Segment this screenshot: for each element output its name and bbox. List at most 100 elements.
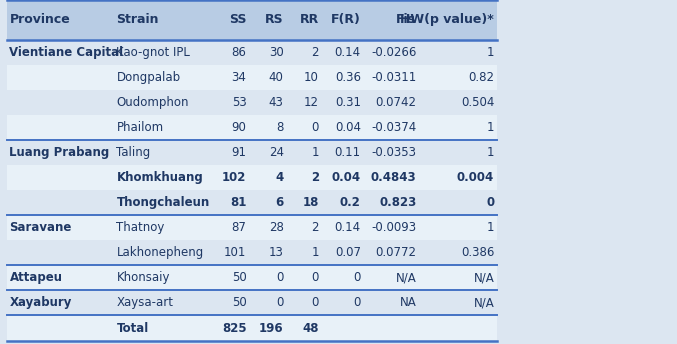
Text: 1: 1 bbox=[487, 121, 494, 134]
Text: 53: 53 bbox=[232, 96, 246, 109]
Bar bbox=[7, 0, 497, 40]
Bar bbox=[7, 290, 497, 315]
Text: -0.0093: -0.0093 bbox=[371, 221, 416, 234]
Text: 34: 34 bbox=[232, 71, 246, 84]
Text: 0.04: 0.04 bbox=[335, 121, 361, 134]
Text: 0: 0 bbox=[311, 121, 319, 134]
Text: Vientiane Capital: Vientiane Capital bbox=[9, 46, 124, 58]
Text: 48: 48 bbox=[303, 322, 319, 334]
Text: 0: 0 bbox=[353, 297, 361, 310]
Text: Oudomphon: Oudomphon bbox=[116, 96, 189, 109]
Text: 196: 196 bbox=[259, 322, 284, 334]
Text: 81: 81 bbox=[230, 196, 246, 209]
Text: 86: 86 bbox=[232, 46, 246, 58]
Text: 0.07: 0.07 bbox=[335, 246, 361, 259]
Text: F(R): F(R) bbox=[331, 13, 361, 26]
Text: Xayabury: Xayabury bbox=[9, 297, 72, 310]
Text: N/A: N/A bbox=[473, 271, 494, 284]
Text: 87: 87 bbox=[232, 221, 246, 234]
Text: 24: 24 bbox=[269, 146, 284, 159]
Bar bbox=[7, 140, 497, 165]
Text: 40: 40 bbox=[269, 71, 284, 84]
Text: Lakhonepheng: Lakhonepheng bbox=[116, 246, 204, 259]
Text: Fis: Fis bbox=[396, 13, 416, 26]
Text: 28: 28 bbox=[269, 221, 284, 234]
Text: 0.04: 0.04 bbox=[332, 171, 361, 184]
Text: Total: Total bbox=[116, 322, 149, 334]
Text: 0.14: 0.14 bbox=[334, 46, 361, 58]
Text: 0.4843: 0.4843 bbox=[371, 171, 416, 184]
Text: 1: 1 bbox=[487, 221, 494, 234]
Text: 6: 6 bbox=[276, 196, 284, 209]
Text: Province: Province bbox=[9, 13, 70, 26]
Text: 1: 1 bbox=[487, 146, 494, 159]
Text: 30: 30 bbox=[269, 46, 284, 58]
Text: Xaysa-art: Xaysa-art bbox=[116, 297, 173, 310]
Text: -0.0374: -0.0374 bbox=[371, 121, 416, 134]
Text: Taling: Taling bbox=[116, 146, 151, 159]
Text: Khonsaiy: Khonsaiy bbox=[116, 271, 170, 284]
Text: 0.82: 0.82 bbox=[468, 71, 494, 84]
Text: Dongpalab: Dongpalab bbox=[116, 71, 181, 84]
Text: 4: 4 bbox=[276, 171, 284, 184]
Bar bbox=[7, 265, 497, 290]
Text: 18: 18 bbox=[303, 196, 319, 209]
Text: 1: 1 bbox=[311, 146, 319, 159]
Text: N/A: N/A bbox=[473, 297, 494, 310]
Bar bbox=[7, 115, 497, 140]
Text: Thongchaleun: Thongchaleun bbox=[116, 196, 210, 209]
Text: Phailom: Phailom bbox=[116, 121, 164, 134]
Text: 50: 50 bbox=[232, 271, 246, 284]
Text: 102: 102 bbox=[222, 171, 246, 184]
Text: 1: 1 bbox=[311, 246, 319, 259]
Text: 0: 0 bbox=[311, 271, 319, 284]
Text: 50: 50 bbox=[232, 297, 246, 310]
Text: Thatnoy: Thatnoy bbox=[116, 221, 165, 234]
Text: 1: 1 bbox=[487, 46, 494, 58]
Bar bbox=[7, 90, 497, 115]
Text: 0.0742: 0.0742 bbox=[375, 96, 416, 109]
Text: 0.36: 0.36 bbox=[335, 71, 361, 84]
Text: RR: RR bbox=[300, 13, 319, 26]
Text: SS: SS bbox=[229, 13, 246, 26]
Text: Luang Prabang: Luang Prabang bbox=[9, 146, 110, 159]
Bar bbox=[7, 165, 497, 190]
Text: NA: NA bbox=[399, 297, 416, 310]
Bar bbox=[7, 240, 497, 265]
Text: 101: 101 bbox=[224, 246, 246, 259]
Text: 90: 90 bbox=[232, 121, 246, 134]
Text: 10: 10 bbox=[304, 71, 319, 84]
Text: 2: 2 bbox=[311, 46, 319, 58]
Text: 0.14: 0.14 bbox=[334, 221, 361, 234]
Text: RS: RS bbox=[265, 13, 284, 26]
Text: Khomkhuang: Khomkhuang bbox=[116, 171, 203, 184]
Text: 0: 0 bbox=[311, 297, 319, 310]
Text: HW(p value)*: HW(p value)* bbox=[401, 13, 494, 26]
Text: 0: 0 bbox=[276, 297, 284, 310]
Text: 8: 8 bbox=[276, 121, 284, 134]
Text: 0: 0 bbox=[276, 271, 284, 284]
Text: Attapeu: Attapeu bbox=[9, 271, 62, 284]
Bar bbox=[7, 190, 497, 215]
Text: 0.823: 0.823 bbox=[379, 196, 416, 209]
Text: 0.504: 0.504 bbox=[461, 96, 494, 109]
Text: -0.0311: -0.0311 bbox=[371, 71, 416, 84]
Text: N/A: N/A bbox=[395, 271, 416, 284]
Text: 0.004: 0.004 bbox=[457, 171, 494, 184]
Bar bbox=[7, 315, 497, 341]
Text: 13: 13 bbox=[269, 246, 284, 259]
Text: 2: 2 bbox=[311, 171, 319, 184]
Text: 2: 2 bbox=[311, 221, 319, 234]
Text: 91: 91 bbox=[232, 146, 246, 159]
Text: 12: 12 bbox=[304, 96, 319, 109]
Bar bbox=[7, 215, 497, 240]
Text: 0.11: 0.11 bbox=[334, 146, 361, 159]
Text: 0: 0 bbox=[486, 196, 494, 209]
Text: 43: 43 bbox=[269, 96, 284, 109]
Text: 0.386: 0.386 bbox=[461, 246, 494, 259]
Text: Saravane: Saravane bbox=[9, 221, 72, 234]
Text: 0: 0 bbox=[353, 271, 361, 284]
Text: Kao-gnot IPL: Kao-gnot IPL bbox=[116, 46, 190, 58]
Text: 825: 825 bbox=[222, 322, 246, 334]
Bar bbox=[7, 65, 497, 90]
